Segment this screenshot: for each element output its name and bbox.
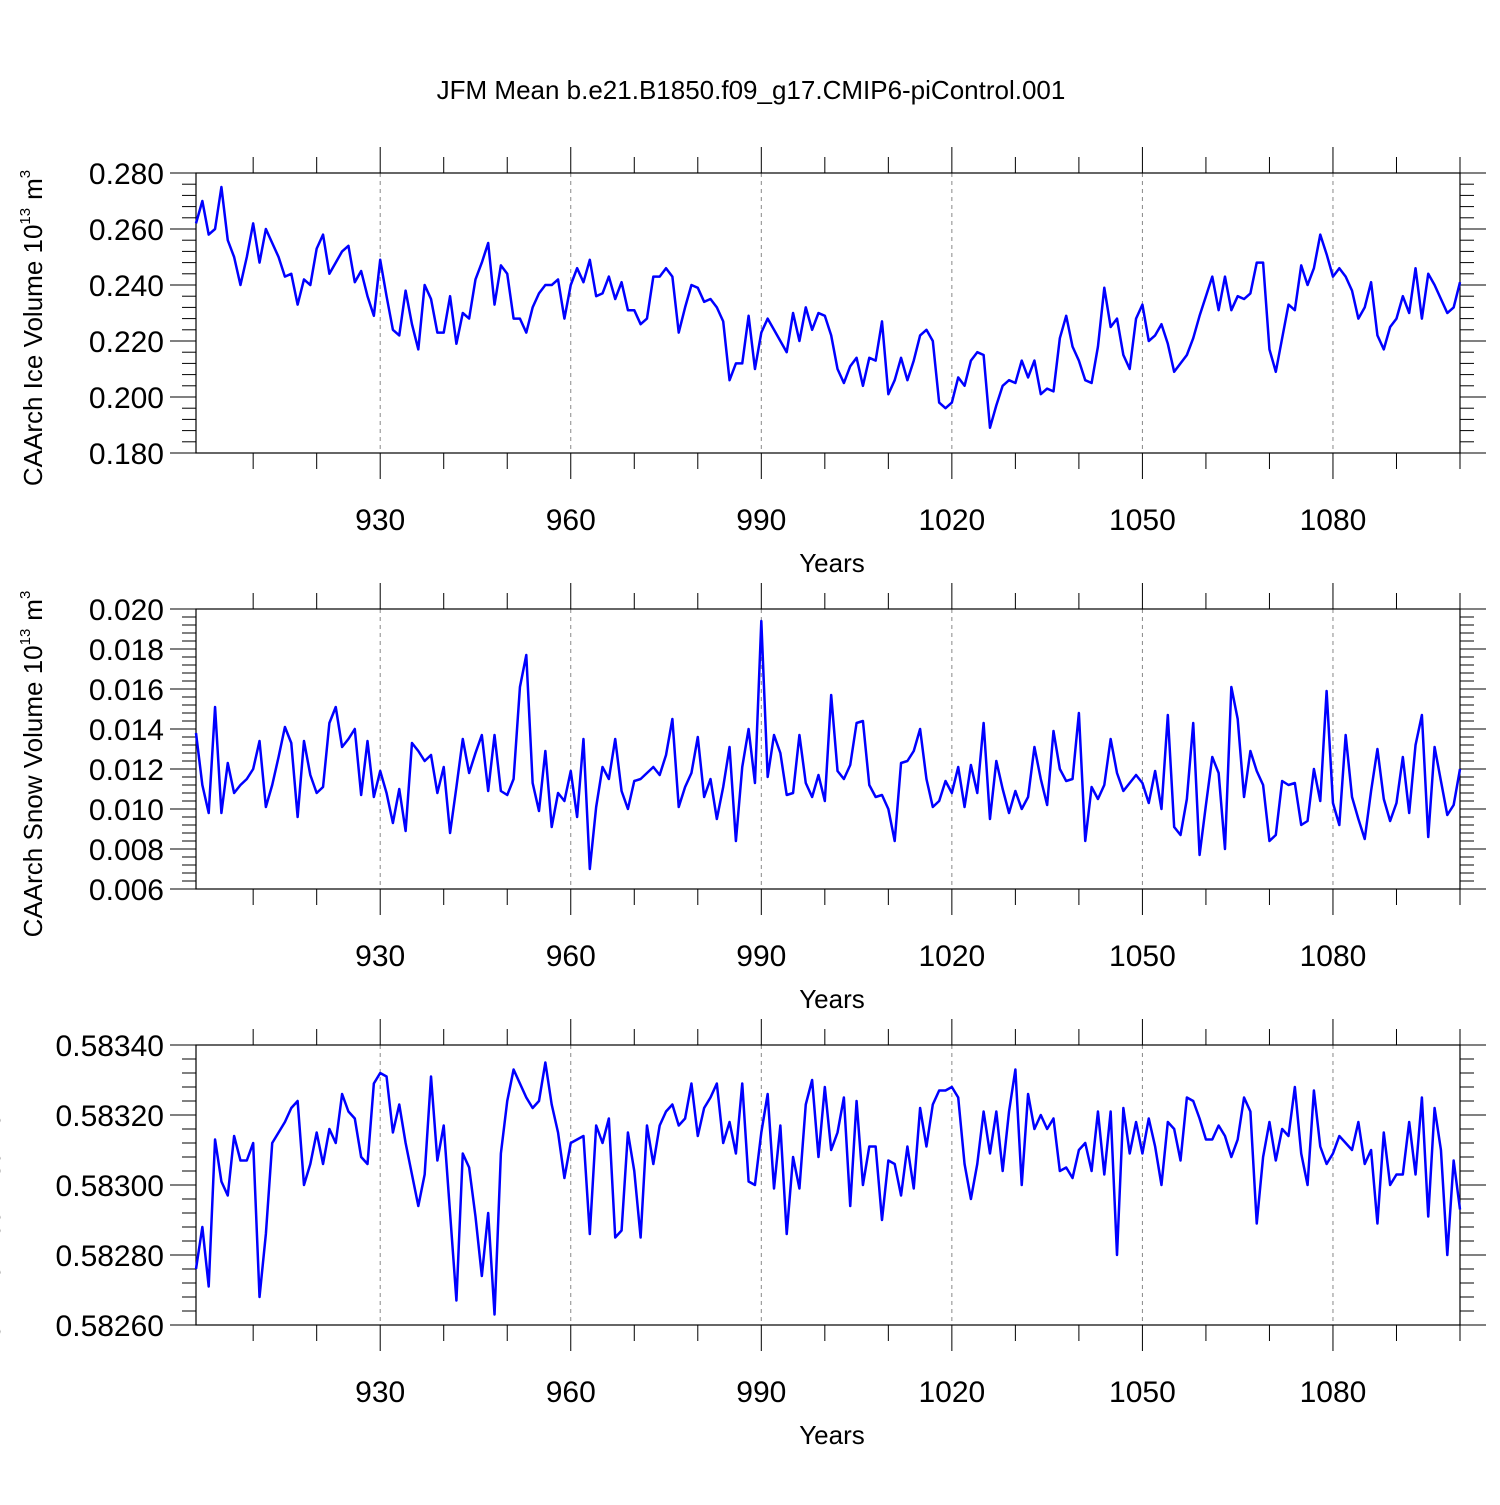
y-tick-label: 0.180 — [89, 438, 164, 471]
data-series-line — [194, 1061, 1462, 1316]
plot-frame — [195, 608, 1461, 890]
y-tick-label: 0.280 — [89, 158, 164, 191]
data-series-line — [194, 619, 1462, 871]
y-axis-label-main: CAArch Snow Volume 10 — [18, 645, 48, 937]
y-axis-label: CAArch Ice Area 1013m2 — [0, 1058, 6, 1341]
y-axis-label-unit: m — [18, 599, 48, 621]
y-axis-label-exponent: 13 — [17, 208, 34, 225]
y-axis-label-unit: m — [0, 1067, 6, 1089]
x-axis-label: Years — [799, 984, 865, 1014]
x-tick-label: 960 — [546, 1376, 596, 1409]
y-tick-label: 0.014 — [89, 714, 164, 747]
x-tick-label: 1050 — [1109, 1376, 1176, 1409]
x-axis-label: Years — [799, 548, 865, 578]
x-tick-label: 1080 — [1300, 940, 1367, 973]
y-tick-label: 0.016 — [89, 674, 164, 707]
y-axis-label-main: CAArch Ice Volume 10 — [18, 225, 48, 487]
x-tick-label: 930 — [355, 1376, 405, 1409]
x-tick-label: 960 — [546, 940, 596, 973]
data-series-line — [194, 185, 1462, 430]
chart-title: JFM Mean b.e21.B1850.f09_g17.CMIP6-piCon… — [437, 75, 1066, 105]
y-tick-label: 0.58280 — [56, 1240, 164, 1273]
y-axis-label-unit-exponent: 3 — [17, 591, 34, 599]
panels: 0.180 0.200 0.220 0.240 0.260 0.280 930 960 990 1… — [0, 147, 1486, 1450]
y-axis-label-exponent: 13 — [17, 629, 34, 646]
y-axis-label-main: CAArch Ice Area 10 — [0, 1113, 6, 1341]
y-tick-label: 0.58320 — [56, 1100, 164, 1133]
y-tick-label: 0.010 — [89, 794, 164, 827]
y-tick-label: 0.58340 — [56, 1030, 164, 1063]
y-tick-label: 0.200 — [89, 382, 164, 415]
x-tick-label: 990 — [736, 1376, 786, 1409]
x-tick-label: 1020 — [918, 940, 985, 973]
y-tick-label: 0.018 — [89, 634, 164, 667]
x-tick-label: 990 — [736, 504, 786, 537]
plot-frame — [195, 1044, 1461, 1326]
x-tick-label: 1050 — [1109, 504, 1176, 537]
y-tick-label: 0.008 — [89, 834, 164, 867]
y-tick-label: 0.020 — [89, 594, 164, 627]
y-tick-label: 0.012 — [89, 754, 164, 787]
y-axis-label: CAArch Snow Volume 1013 m3 — [17, 591, 48, 938]
y-tick-label: 0.260 — [89, 214, 164, 247]
y-axis-label-unit-exponent: 3 — [17, 170, 34, 178]
x-tick-label: 1020 — [918, 504, 985, 537]
y-axis-label-unit: m — [18, 178, 48, 200]
chart-panel-2: 0.006 0.008 0.010 0.012 0.014 0.016 0.018 0.020… — [17, 583, 1486, 1014]
x-tick-label: 1020 — [918, 1376, 985, 1409]
x-tick-label: 960 — [546, 504, 596, 537]
y-tick-label: 0.240 — [89, 270, 164, 303]
x-axis-label: Years — [799, 1420, 865, 1450]
y-axis-label: CAArch Ice Volume 1013 m3 — [17, 170, 48, 486]
x-tick-label: 1050 — [1109, 940, 1176, 973]
y-tick-label: 0.58300 — [56, 1170, 164, 1203]
x-tick-label: 930 — [355, 504, 405, 537]
x-tick-label: 930 — [355, 940, 405, 973]
x-tick-label: 1080 — [1300, 1376, 1367, 1409]
chart-panel-1: 0.180 0.200 0.220 0.240 0.260 0.280 930 960 990 1… — [17, 147, 1486, 578]
y-tick-label: 0.220 — [89, 326, 164, 359]
x-tick-label: 990 — [736, 940, 786, 973]
plot-frame — [195, 172, 1461, 454]
chart-panel-3: 0.58260 0.58280 0.58300 0.58320 0.58340 930 96… — [0, 1019, 1486, 1450]
x-tick-label: 1080 — [1300, 504, 1367, 537]
y-tick-label: 0.58260 — [56, 1310, 164, 1343]
y-tick-label: 0.006 — [89, 874, 164, 907]
